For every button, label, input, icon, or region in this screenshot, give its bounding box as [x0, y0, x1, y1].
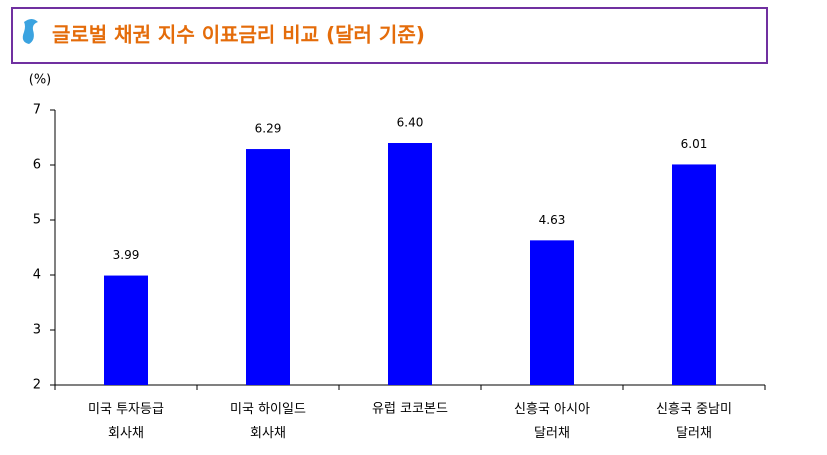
value-label: 6.01 [681, 137, 708, 151]
title-box [11, 7, 768, 64]
bar [388, 143, 432, 385]
x-tick-label: 미국 투자등급 회사채 [88, 402, 164, 441]
value-label: 6.40 [397, 116, 424, 130]
value-label: 6.29 [255, 122, 282, 136]
y-tick-label: 3 [33, 323, 41, 338]
bar [672, 164, 716, 385]
y-tick-label: 2 [33, 378, 41, 393]
x-tick-label: 유럽 코코본드 [372, 402, 448, 417]
y-tick-label: 7 [33, 103, 41, 118]
bar [246, 149, 290, 385]
x-tick-label: 미국 하이일드 회사채 [230, 402, 306, 441]
x-tick-label: 신흥국 아시아 달러채 [514, 402, 590, 441]
value-label: 4.63 [539, 213, 566, 227]
y-axis-label: (%) [29, 73, 52, 88]
title-icon [22, 19, 38, 44]
bar [530, 240, 574, 385]
y-tick-label: 6 [33, 158, 41, 173]
bar [104, 275, 148, 385]
y-tick-label: 4 [33, 268, 41, 283]
x-tick-label: 신흥국 중남미 달러채 [656, 402, 732, 441]
chart-title: 글로벌 채권 지수 이표금리 비교 (달러 기준) [52, 23, 425, 47]
y-tick-label: 5 [33, 213, 41, 228]
value-label: 3.99 [113, 248, 140, 262]
